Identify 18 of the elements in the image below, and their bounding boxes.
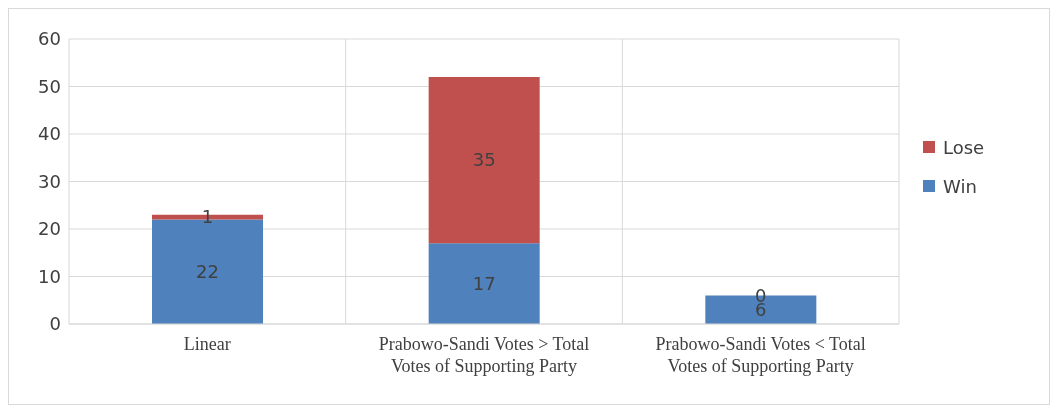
x-tick-label: Linear [183,334,231,354]
y-tick-label: 0 [49,313,61,335]
legend-label: Win [943,175,977,197]
data-label: 35 [472,149,496,171]
y-tick-label: 30 [38,170,61,192]
legend-label: Lose [943,136,985,158]
data-label: 22 [196,261,219,283]
y-tick-label: 50 [38,75,61,97]
data-label: 17 [472,272,496,294]
x-tick-label: Prabowo-Sandi Votes > Total Votes of Supporting Party [378,334,590,376]
y-tick-label: 60 [38,28,61,50]
data-label: 1 [201,206,214,228]
bar [428,243,540,324]
bar [428,77,540,244]
x-tick-label: Prabowo-Sandi Votes < Total Votes of Supporting Party [655,334,866,376]
y-tick-label: 10 [38,265,61,287]
y-tick-label: 20 [38,218,61,240]
y-tick-label: 40 [38,123,61,145]
